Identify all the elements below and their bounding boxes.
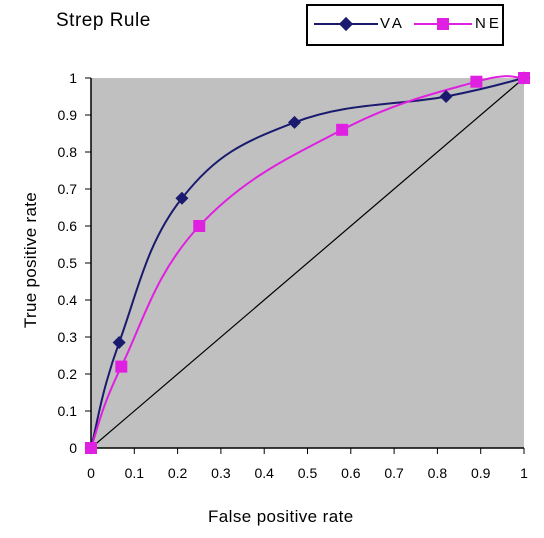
legend: VA NE [306, 4, 504, 46]
tick-labels: 0 0.1 0.2 0.3 0.4 0.5 0.6 0.7 0.8 0.9 1 0 0.1 0.2 0.3 0… [58, 70, 529, 481]
y-tick-label: 0.4 [58, 292, 78, 308]
y-tick-label: 0.1 [58, 403, 78, 419]
legend-square-icon [437, 18, 449, 30]
data-point-va [112, 336, 126, 350]
x-tick-label: 0 [87, 465, 95, 481]
y-tick-label: 1 [69, 70, 77, 86]
chart-title: Strep Rule [56, 10, 151, 31]
x-tick-label: 0.5 [298, 465, 318, 481]
reference-diagonal-line [90, 77, 525, 449]
data-point-ne [518, 72, 530, 84]
y-tick-label: 0.9 [58, 107, 78, 123]
data-point-ne [193, 220, 206, 232]
data-point-ne [85, 442, 97, 454]
x-tick-label: 0.2 [168, 465, 188, 481]
y-tick-label: 0.6 [58, 218, 78, 234]
series-layer [84, 71, 531, 455]
data-point-ne [336, 123, 349, 136]
legend-label-va: VA [380, 15, 405, 32]
y-axis-label: True positive rate [21, 191, 40, 329]
x-tick-label: 0.9 [471, 465, 491, 481]
y-tick-label: 0.7 [58, 181, 78, 197]
y-tick-label: 0.8 [58, 144, 78, 160]
data-point-va [175, 191, 189, 205]
data-point-ne [470, 75, 483, 88]
y-tick-label: 0.3 [58, 329, 78, 345]
data-point-ne [115, 360, 128, 373]
legend-label-ne: NE [475, 15, 502, 32]
x-tick-label: 0.1 [125, 465, 145, 481]
data-point-va [439, 90, 453, 103]
x-tick-label: 0.3 [211, 465, 231, 481]
data-point-va [288, 115, 302, 129]
legend-item-va: VA [308, 6, 408, 44]
y-tick-label: 0.5 [58, 255, 78, 271]
x-tick-label: 1 [520, 465, 528, 481]
x-tick-label: 0.4 [254, 465, 274, 481]
x-tick-label: 0.6 [341, 465, 361, 481]
y-tick-label: 0 [69, 440, 77, 456]
x-axis-label: False positive rate [208, 507, 354, 526]
legend-diamond-icon [338, 16, 354, 32]
x-tick-label: 0.7 [384, 465, 404, 481]
axes [85, 77, 525, 454]
y-tick-label: 0.2 [58, 366, 78, 382]
x-tick-label: 0.8 [428, 465, 448, 481]
legend-item-ne: NE [408, 6, 504, 44]
